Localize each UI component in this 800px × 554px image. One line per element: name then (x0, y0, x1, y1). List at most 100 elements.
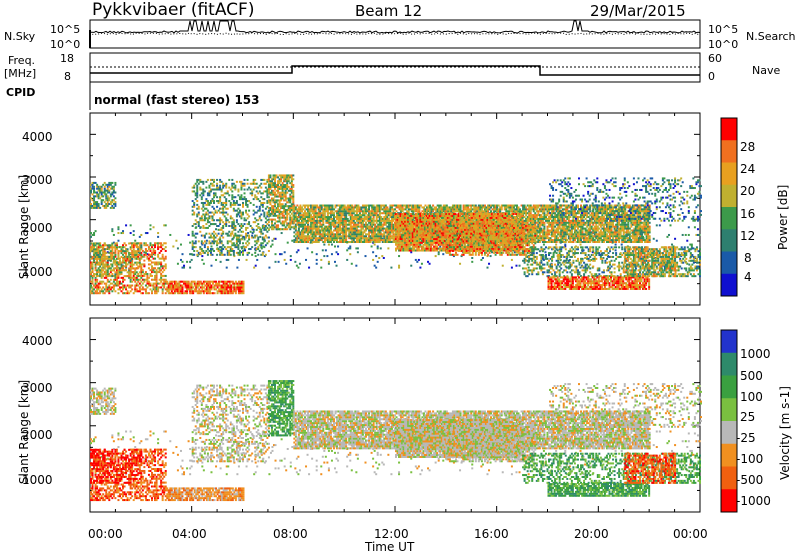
power-cell (298, 228, 300, 230)
power-cell (253, 204, 255, 206)
power-cell (670, 224, 672, 226)
power-cell (92, 263, 94, 265)
power-cell (191, 283, 193, 285)
power-cell (236, 210, 238, 212)
power-cell (316, 253, 318, 255)
power-cell (247, 179, 249, 181)
power-cell (528, 267, 530, 269)
power-cell (408, 210, 410, 212)
power-cell (111, 290, 113, 292)
power-cell (237, 213, 239, 215)
power-cell (304, 206, 306, 208)
power-cell (244, 179, 246, 181)
power-cell (228, 187, 230, 189)
power-cell (251, 254, 253, 256)
power-cell (299, 205, 301, 207)
power-cell (110, 195, 112, 197)
power-cell (272, 224, 274, 226)
power-cell (215, 223, 217, 225)
power-cell (101, 267, 103, 269)
power-cell (286, 228, 288, 230)
power-cell (222, 204, 224, 206)
power-cell (365, 229, 367, 231)
power-cell (157, 248, 159, 250)
power-cell (242, 254, 244, 256)
power-cell (389, 210, 391, 212)
power-cell (113, 186, 115, 188)
power-cell (389, 239, 391, 241)
power-cell (247, 244, 249, 246)
power-cell (225, 198, 227, 200)
power-cell (157, 232, 159, 234)
power-cell (104, 292, 106, 294)
power-cell (268, 190, 270, 192)
power-cell (244, 192, 246, 194)
power-cell (237, 189, 239, 191)
power-cell (124, 285, 126, 287)
power-cell (293, 210, 295, 212)
power-cell (189, 242, 191, 244)
power-cell (360, 229, 362, 231)
power-cell (221, 242, 223, 244)
power-cell (502, 265, 504, 267)
power-cell (101, 288, 103, 290)
power-cell (192, 225, 194, 227)
power-cell (195, 242, 197, 244)
power-cell (210, 245, 212, 247)
power-cell (182, 286, 184, 288)
power-cell (228, 194, 230, 196)
power-cell (122, 288, 124, 290)
power-cell (237, 248, 239, 250)
power-cell (151, 254, 153, 256)
power-cell (199, 231, 201, 233)
power-cell (265, 187, 267, 189)
power-cell (148, 246, 150, 248)
power-cell (219, 196, 221, 198)
power-cell (216, 235, 218, 237)
power-cell (373, 222, 375, 224)
power-cell (145, 290, 147, 292)
power-cell (136, 277, 138, 279)
power-cell (383, 233, 385, 235)
power-cell (174, 292, 176, 294)
power-cell (104, 186, 106, 188)
power-cell (186, 290, 188, 292)
power-cell (272, 190, 274, 192)
power-cell (230, 206, 232, 208)
power-cell (328, 220, 330, 222)
power-cell (117, 256, 119, 258)
power-cell (165, 224, 167, 226)
power-cell (98, 248, 100, 250)
power-cell (213, 238, 215, 240)
power-cell (211, 217, 213, 219)
power-cell (125, 224, 127, 226)
power-cell (234, 187, 236, 189)
power-cell (216, 240, 218, 242)
power-cell (192, 244, 194, 246)
power-cell (205, 181, 207, 183)
power-cell (244, 189, 246, 191)
power-cell (292, 194, 294, 196)
power-cell (146, 279, 148, 281)
power-cell (104, 201, 106, 203)
power-cell (231, 217, 233, 219)
power-cell (222, 213, 224, 215)
power-cell (145, 242, 147, 244)
power-cell (330, 226, 332, 228)
power-cell (193, 187, 195, 189)
power-cell (259, 215, 261, 217)
power-cell (134, 273, 136, 275)
power-cell (376, 218, 378, 220)
power-cell (656, 224, 658, 226)
power-cell (104, 188, 106, 190)
power-cell (148, 292, 150, 294)
power-cell (128, 254, 130, 256)
power-cell (584, 257, 586, 259)
power-cell (111, 193, 113, 195)
power-cell (210, 288, 212, 290)
power-cell (111, 283, 113, 285)
power-cell (373, 216, 375, 218)
power-cell (228, 179, 230, 181)
power-cell (268, 240, 270, 242)
power-cell (386, 216, 388, 218)
